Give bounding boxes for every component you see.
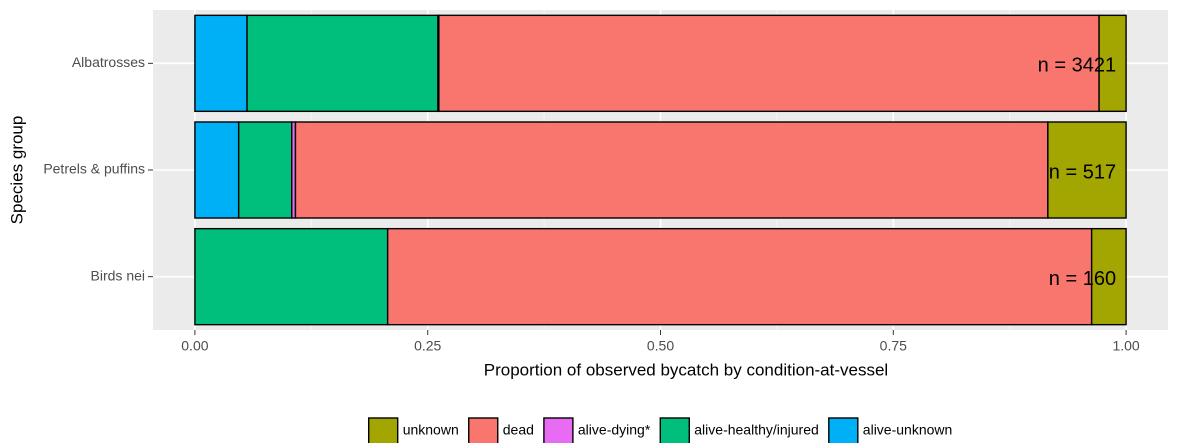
bar-segment xyxy=(438,14,1100,113)
x-tick-label: 0.00 xyxy=(181,338,208,354)
bar-segment xyxy=(1047,121,1127,219)
y-axis-label: Species group xyxy=(7,116,26,225)
annotation: n = 3421 xyxy=(1038,55,1116,77)
bar-segment xyxy=(386,227,1093,326)
legend-key xyxy=(828,417,859,443)
legend-key xyxy=(659,417,690,443)
bar-segment xyxy=(194,121,240,219)
bar-segment xyxy=(237,121,293,219)
bar-segment xyxy=(1098,14,1127,113)
legend-key xyxy=(468,417,499,443)
annotation: n = 517 xyxy=(1049,161,1116,183)
bar-segment xyxy=(194,227,389,326)
legend-key xyxy=(367,417,399,443)
legend-label: alive-unknown xyxy=(863,422,953,438)
legend-label: alive-healthy/injured xyxy=(694,422,819,438)
y-tick-label: Birds nei xyxy=(91,267,145,283)
bar-segment xyxy=(194,14,248,113)
legend-label: unknown xyxy=(403,422,459,438)
bar-segment xyxy=(246,14,439,113)
bar-segment xyxy=(294,121,1049,219)
x-tick-label: 1.00 xyxy=(1112,338,1139,354)
y-tick-label: Albatrosses xyxy=(72,54,145,70)
x-tick-label: 0.25 xyxy=(414,338,441,354)
annotation: n = 160 xyxy=(1049,268,1116,290)
legend-key xyxy=(543,417,574,443)
y-tick-label: Petrels & puffins xyxy=(43,161,145,177)
legend: unknown dead alive-dying* alive-healthy/inj… xyxy=(367,417,953,443)
legend-label: alive-dying* xyxy=(578,422,651,438)
bar-segment xyxy=(1090,227,1127,326)
legend-label: dead xyxy=(503,422,534,438)
x-axis-label: Proportion of observed bycatch by condit… xyxy=(484,360,888,379)
x-tick-label: 0.50 xyxy=(647,338,674,354)
x-tick-label: 0.75 xyxy=(880,338,907,354)
